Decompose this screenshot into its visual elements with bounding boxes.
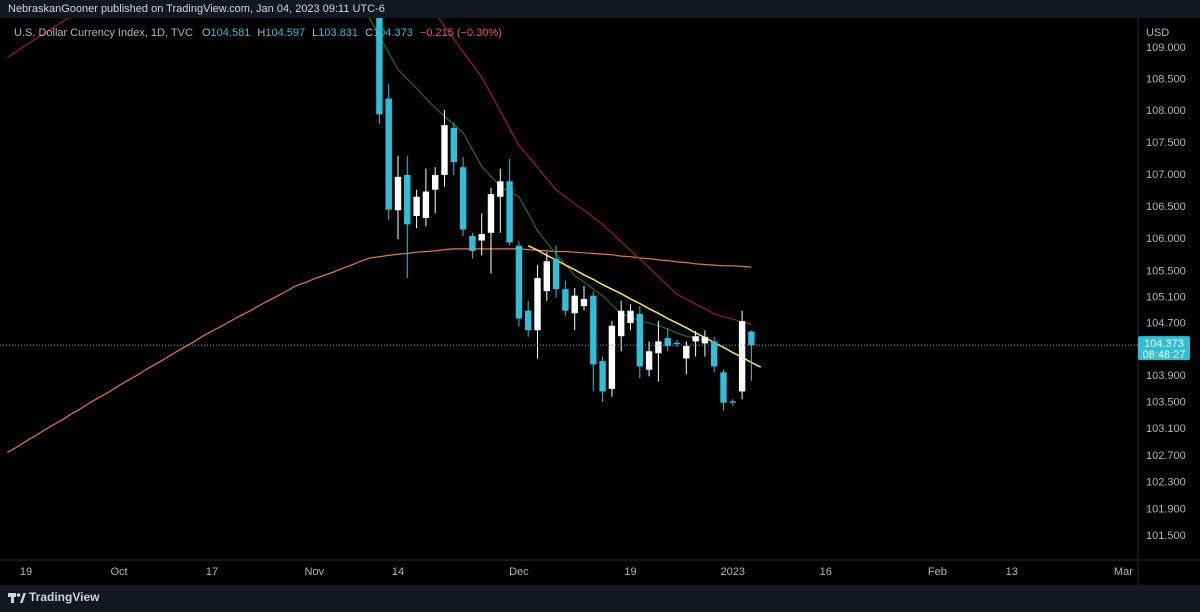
y-tick-label: 103.500 [1146, 397, 1186, 409]
y-tick-label: 107.000 [1146, 169, 1186, 181]
publisher: NebraskanGooner published on TradingView… [8, 3, 385, 15]
plot-area [7, 18, 762, 454]
candle-body [534, 278, 541, 331]
candle-body [385, 98, 392, 210]
candle-body [580, 298, 588, 307]
candle-body [450, 127, 457, 163]
y-tick-label: 104.700 [1146, 318, 1186, 330]
candle-body [422, 191, 430, 218]
y-tick-label: 103.900 [1146, 370, 1186, 382]
legend-change: −0.215 (−0.30%) [420, 27, 502, 39]
x-tick-label: 19 [624, 566, 636, 578]
candle-body [590, 295, 597, 365]
x-tick-label: 16 [820, 566, 832, 578]
candle-body [599, 361, 606, 392]
candle-body [562, 289, 569, 311]
y-tick-label: 101.900 [1146, 503, 1186, 515]
legend-high-label: H [257, 27, 265, 39]
candle-body [720, 372, 727, 403]
candle-body [497, 181, 504, 197]
candle-body [748, 331, 755, 346]
candle-body [738, 321, 746, 392]
legend-symbol: U.S. Dollar Currency Index, 1D, TVC [14, 27, 193, 39]
candle-body [673, 342, 681, 345]
legend-low-label: L [312, 27, 318, 39]
x-tick-label: 14 [392, 566, 404, 578]
indicator-line [527, 245, 762, 368]
y-tick-label: 106.000 [1146, 233, 1186, 245]
currency: USD [1146, 27, 1169, 39]
x-tick-label: Nov [305, 566, 325, 578]
bottom-bar [0, 585, 1200, 612]
y-tick-label: 105.500 [1146, 266, 1186, 278]
candle-body [404, 174, 411, 225]
brand-logo [8, 593, 26, 603]
candle-body [711, 341, 718, 367]
candle-body [627, 310, 634, 324]
candle-body [432, 174, 439, 190]
y-tick-label: 103.100 [1146, 423, 1186, 435]
y-tick-label: 109.000 [1146, 42, 1186, 54]
y-tick-label: 102.700 [1146, 450, 1186, 462]
candle-body [459, 167, 467, 230]
x-tick-label: 17 [206, 566, 218, 578]
x-tick-label: 2023 [721, 566, 745, 578]
y-tick-label: 102.300 [1146, 476, 1186, 488]
x-tick-label: 13 [1006, 566, 1018, 578]
candle-body [413, 196, 420, 217]
candle-body [729, 401, 736, 403]
legend-close-label: C [365, 27, 373, 39]
candle-body [692, 336, 699, 342]
legend-close: 104.373 [373, 27, 413, 39]
y-tick-label: 105.100 [1146, 292, 1186, 304]
indicator-line [368, 18, 706, 342]
last-price-box [1138, 336, 1190, 361]
y-tick-label: 108.000 [1146, 105, 1186, 117]
candle-body [441, 125, 448, 175]
y-tick-label: 107.500 [1146, 137, 1186, 149]
x-tick-label: Oct [110, 566, 127, 578]
legend-high: 104.597 [265, 27, 305, 39]
candle-body [478, 234, 485, 241]
candle-body [645, 351, 653, 370]
x-tick-label: 19 [20, 566, 32, 578]
candle-body [636, 313, 643, 367]
brand: TradingView [29, 590, 100, 604]
candle-body [506, 181, 513, 243]
candle-body [618, 310, 625, 337]
candle-body [608, 325, 616, 389]
indicator-line [7, 248, 752, 454]
countdown: 08:48:27 [1143, 349, 1186, 361]
x-tick-label: Mar [1114, 566, 1133, 578]
y-tick-label: 108.500 [1146, 73, 1186, 85]
legend-open-label: O [202, 27, 211, 39]
candle-body [515, 245, 523, 319]
legend-open: 104.581 [211, 27, 251, 39]
candle-body [552, 258, 560, 290]
candle-body [664, 338, 671, 347]
y-tick-label: 106.500 [1146, 201, 1186, 213]
x-tick-label: Dec [509, 566, 529, 578]
candle-body [543, 261, 550, 292]
x-tick-label: Feb [928, 566, 947, 578]
candle-body [701, 336, 709, 344]
candle-body [683, 346, 690, 359]
indicator-line [7, 18, 752, 325]
candle-body [525, 310, 532, 331]
candle-body [376, 18, 383, 115]
candle-body [394, 176, 402, 211]
legend: U.S. Dollar Currency Index, 1D, TVC O104… [14, 27, 502, 39]
candle-body [469, 236, 476, 251]
y-tick-label: 101.500 [1146, 530, 1186, 542]
candle-body [571, 295, 578, 314]
candle-body [487, 194, 495, 233]
candle-body [655, 341, 662, 354]
top-bar [0, 0, 1200, 18]
legend-low: 103.831 [318, 27, 358, 39]
last-price-label: 104.373 [1144, 338, 1184, 350]
